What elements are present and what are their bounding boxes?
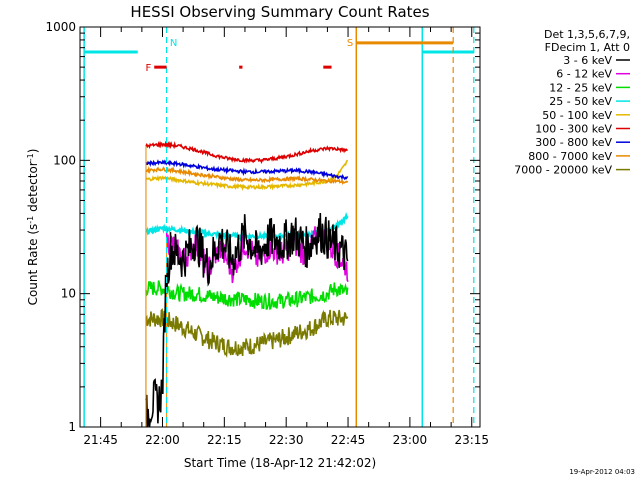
x-tick-label: 23:00 (393, 433, 428, 447)
x-tick-label: 22:45 (331, 433, 366, 447)
night-label: N (170, 38, 177, 49)
y-tick-label: 10 (61, 287, 76, 301)
legend-label: 7000 - 20000 keV (514, 164, 612, 177)
legend-entry: 3 - 6 keV (563, 54, 630, 67)
legend-label: 6 - 12 keV (556, 68, 612, 81)
series-12-25-kev (145, 280, 349, 310)
x-tick-label: 22:30 (269, 433, 304, 447)
y-axis-label-part: ) (26, 149, 40, 154)
x-axis-label: Start Time (18-Apr-12 21:42:02) (184, 456, 376, 470)
series-layer (145, 140, 349, 428)
legend-label: 50 - 100 keV (542, 109, 612, 122)
plot-frame (79, 26, 481, 428)
y-axis-label: Count Rate (s-1 detector-1) (26, 149, 41, 306)
legend-entry: 12 - 25 keV (549, 81, 630, 94)
y-tick-label: 100 (53, 153, 76, 167)
series-7000-20000-kev (145, 308, 349, 358)
y-axis-label-part: Count Rate (s (26, 224, 40, 306)
series-3-6-kev (145, 212, 349, 428)
legend-entry: 7000 - 20000 keV (514, 164, 630, 177)
x-axis: 21:45 22:00 22:15 22:30 22:45 23:00 23:15 (79, 27, 489, 447)
y-axis-label-part: detector (26, 161, 40, 216)
legend: Det 1,3,5,6,7,9, FDecim 1, Att 0 3 - 6 k… (514, 28, 630, 177)
y-axis-label-sup: -1 (26, 153, 35, 161)
legend-label: 800 - 7000 keV (528, 150, 612, 163)
legend-header: Det 1,3,5,6,7,9, (544, 28, 630, 41)
y-axis-label-sup: -1 (26, 216, 35, 224)
legend-label: 3 - 6 keV (563, 54, 612, 67)
series-800-7000-kev (145, 165, 349, 185)
y-axis: 1 10 100 1000 (45, 20, 480, 434)
x-tick-label: 21:45 (83, 433, 118, 447)
flag-label: F (145, 63, 151, 74)
legend-entry: 300 - 800 keV (535, 136, 630, 149)
legend-entry: 100 - 300 keV (535, 123, 630, 136)
legend-label: 300 - 800 keV (535, 136, 612, 149)
legend-entry: 800 - 7000 keV (528, 150, 630, 163)
footer-date: 19-Apr-2012 04:03 (569, 468, 635, 476)
legend-entry: 50 - 100 keV (542, 109, 630, 122)
y-tick-label: 1 (68, 420, 76, 434)
series-100-300-kev (145, 140, 348, 164)
series-50-100-kev (145, 159, 349, 191)
x-tick-label: 22:00 (145, 433, 180, 447)
legend-label: 12 - 25 keV (549, 81, 612, 94)
x-tick-label: 23:15 (454, 433, 489, 447)
legend-entry: 25 - 50 keV (549, 95, 630, 108)
series-300-800-kev (145, 159, 349, 181)
legend-label: 25 - 50 keV (549, 95, 612, 108)
annotation-layer: N S F (83, 27, 475, 427)
x-tick-label: 22:15 (207, 433, 242, 447)
y-tick-label: 1000 (45, 20, 76, 34)
legend-entry: 6 - 12 keV (556, 68, 630, 81)
saa-label: S (347, 38, 353, 49)
chart-title: HESSI Observing Summary Count Rates (130, 3, 429, 21)
legend-header: FDecim 1, Att 0 (545, 41, 630, 54)
legend-label: 100 - 300 keV (535, 123, 612, 136)
